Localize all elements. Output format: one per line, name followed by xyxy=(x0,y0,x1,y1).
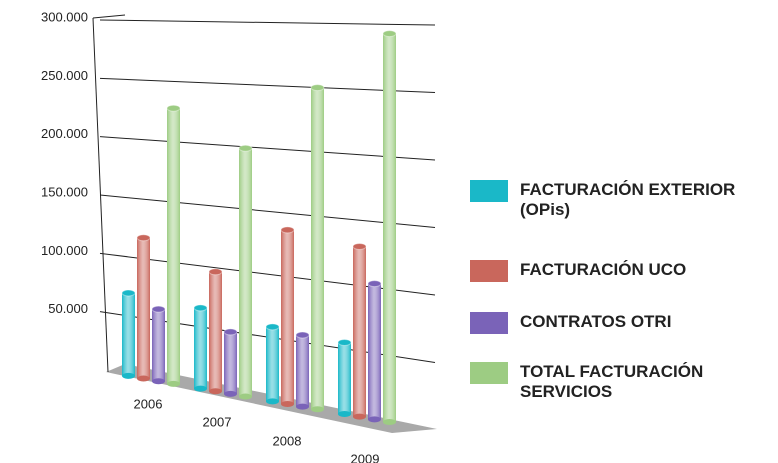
legend-label: FACTURACIÓN UCO xyxy=(520,260,687,279)
legend-label: FACTURACIÓN EXTERIOR (OPis) xyxy=(520,180,736,219)
y-tick-label: 250.000 xyxy=(41,68,88,83)
axis-top xyxy=(92,14,126,19)
bar-shade xyxy=(296,335,309,407)
y-tick-label: 300.000 xyxy=(41,9,88,24)
y-tick-label: 50.000 xyxy=(48,301,88,316)
legend-label: CONTRATOS OTRI xyxy=(520,312,672,331)
bar-cap xyxy=(238,144,253,152)
bar-cap xyxy=(295,331,310,339)
bar-cap xyxy=(310,84,325,92)
bar-shade xyxy=(152,309,165,382)
bar-shade xyxy=(311,87,324,410)
bar-shade xyxy=(383,33,396,422)
bar-base xyxy=(338,411,351,418)
legend-swatch xyxy=(470,260,508,282)
bar-shade xyxy=(209,271,222,392)
bar-shade xyxy=(167,108,180,384)
bar-shade xyxy=(194,307,207,389)
bar-cap xyxy=(151,305,166,313)
grid-line xyxy=(99,194,436,228)
bar-base xyxy=(152,378,165,385)
bar-cap xyxy=(367,280,382,288)
bar-shade xyxy=(137,237,150,379)
bar-cap xyxy=(193,304,208,312)
y-tick-label: 100.000 xyxy=(41,243,88,258)
bar-shade xyxy=(353,246,366,417)
bar-cap xyxy=(223,328,238,336)
bar-cap xyxy=(382,30,397,38)
grid-line xyxy=(99,77,436,93)
bar-cap xyxy=(280,226,295,234)
bar-cap xyxy=(136,234,151,242)
bar-base xyxy=(353,413,366,420)
legend-label: TOTAL FACTURACIÓN SERVICIOS xyxy=(520,362,704,401)
x-tick-label: 2007 xyxy=(203,414,232,429)
legend-swatch xyxy=(470,180,508,202)
bar-cap xyxy=(265,323,280,331)
bar-base xyxy=(266,398,279,405)
bar-cap xyxy=(337,338,352,346)
bar-base xyxy=(239,393,252,400)
bar-base xyxy=(383,418,396,425)
x-tick-label: 2008 xyxy=(273,433,302,448)
bar-shade xyxy=(122,292,135,376)
bar-base xyxy=(224,390,237,397)
bar-base xyxy=(122,372,135,379)
bar-base xyxy=(209,388,222,395)
bar-shade xyxy=(281,229,294,404)
bar-base xyxy=(194,385,207,392)
bar-base xyxy=(137,375,150,382)
legend-item: FACTURACIÓN EXTERIOR (OPis) xyxy=(470,180,770,220)
legend-item: CONTRATOS OTRI xyxy=(470,312,770,334)
x-tick-label: 2006 xyxy=(134,396,163,411)
bar-base xyxy=(311,406,324,413)
bar-shade xyxy=(368,283,381,420)
bar-base xyxy=(296,403,309,410)
legend-swatch xyxy=(470,312,508,334)
y-tick-label: 200.000 xyxy=(41,126,88,141)
bar-cap xyxy=(166,104,181,112)
bar-base xyxy=(281,400,294,407)
legend-item: FACTURACIÓN UCO xyxy=(470,260,770,282)
legend-swatch xyxy=(470,362,508,384)
bar-cap xyxy=(121,289,136,297)
grid-line xyxy=(99,19,436,26)
legend-item: TOTAL FACTURACIÓN SERVICIOS xyxy=(470,362,770,402)
grid-line xyxy=(99,136,436,161)
bar-cap xyxy=(208,268,223,276)
bar-shade xyxy=(266,326,279,402)
bar-shade xyxy=(239,148,252,397)
bar-shade xyxy=(224,331,237,394)
bar-base xyxy=(167,380,180,387)
bar-shade xyxy=(338,342,351,415)
x-tick-label: 2009 xyxy=(351,451,380,463)
bar-base xyxy=(368,416,381,423)
bar-cap xyxy=(352,242,367,250)
y-tick-label: 150.000 xyxy=(41,184,88,199)
